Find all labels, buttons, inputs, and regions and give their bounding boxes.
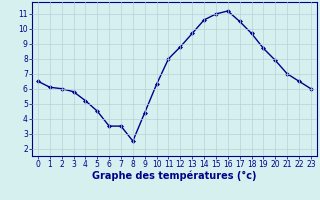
X-axis label: Graphe des températures (°c): Graphe des températures (°c) [92,171,257,181]
